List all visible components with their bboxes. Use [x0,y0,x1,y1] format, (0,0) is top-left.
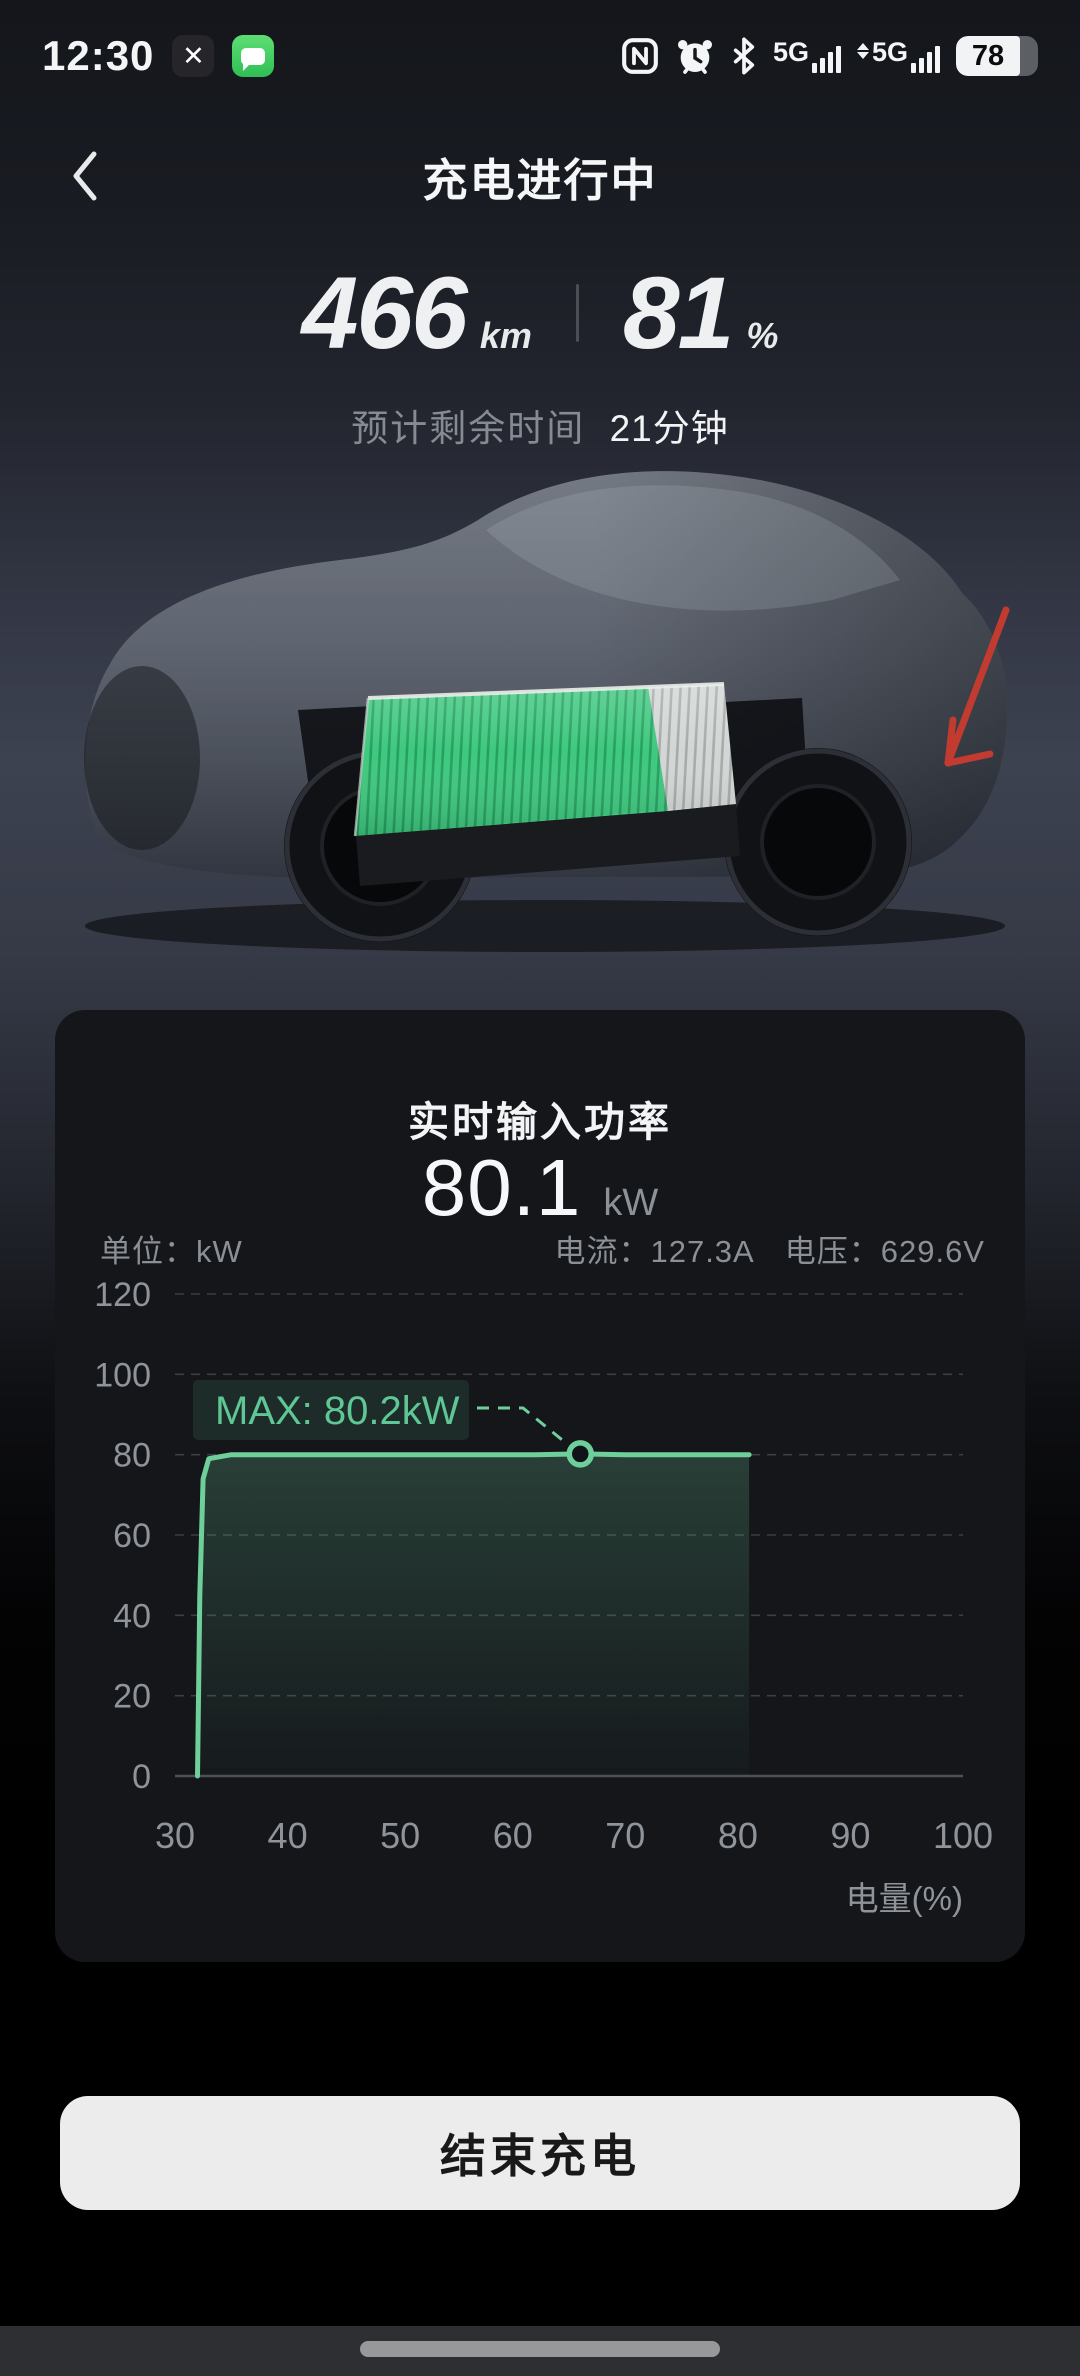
battery-housing [356,804,740,886]
x-tick-label: 100 [933,1815,993,1856]
power-chart[interactable]: 0 20 40 60 80 100 120 30 40 50 60 70 80 90 100 电量(%) MAX… [85,1272,995,1932]
status-bar-left: 12:30 ✕ [42,32,275,80]
home-indicator[interactable] [360,2341,720,2357]
signal-bars-icon [811,39,841,73]
y-tick-label: 40 [113,1597,151,1635]
network-type-label: 5G [871,37,908,67]
x-tick-label: 70 [605,1815,645,1856]
chat-bubble-icon [241,47,266,71]
power-card-title: 实时输入功率 [408,1099,672,1145]
y-tick-label: 0 [132,1758,151,1796]
power-line [195,1451,752,1779]
signal-bars-icon [911,39,940,73]
range-value: 466 [301,256,468,370]
signal-5g-icon: 5G [773,39,841,73]
x-tick-label: 60 [493,1815,533,1856]
power-value-row: 80.1 kW [55,1142,1025,1234]
stop-charging-button[interactable]: 结束充电 [60,2096,1020,2210]
car-battery-graphic [84,471,1010,952]
bluetooth-icon [733,37,755,75]
y-tick-label: 80 [113,1437,151,1475]
power-meta-row: 单位：kW 电流：127.3A 电压：629.6V [100,1226,985,1271]
signal-5g-updown-icon: 5G [856,37,940,73]
taillight-arrow [944,606,1010,767]
battery-icon: 78 [956,36,1038,76]
voltage-label: 电压：629.6V [784,1234,985,1269]
area-fill [197,1453,750,1776]
vehicle-illustration [0,458,1080,958]
battery-percent: 78 [956,36,1020,76]
alarm-icon [677,40,712,74]
annotation-connector [477,1406,570,1447]
max-annotation-box [193,1380,469,1440]
x-tick-label: 50 [380,1815,420,1856]
current-label: 电流：127.3A [554,1234,755,1269]
power-unit: kW [603,1182,659,1224]
soc-unit: % [746,315,779,356]
data-transfer-arrows-icon [856,39,869,59]
divider [575,284,579,342]
messages-app-icon [232,35,275,77]
back-button[interactable] [52,144,116,208]
network-type-label: 5G [772,37,809,67]
system-nav-bar [0,2326,1080,2376]
power-card: 实时输入功率 80.1 kW 单位：kW 电流：127.3A 电压：629.6V… [55,1010,1025,1962]
max-point-marker [566,1440,595,1468]
chevron-left-icon [73,151,97,201]
x-tick-label: 30 [155,1815,195,1856]
charge-summary: 466 km 81 % 预计剩余时间 21分钟 [0,262,1080,452]
unit-label: 单位：kW [100,1234,243,1269]
range-soc-row: 466 km 81 % [0,262,1080,364]
clock-time: 12:30 [42,32,155,79]
y-tick-label: 100 [94,1356,151,1394]
x-tick-label: 90 [830,1815,870,1856]
soc-value: 81 [622,256,734,370]
car-glass [486,485,900,611]
y-tick-label: 120 [94,1276,151,1314]
status-bar: 12:30 ✕ 5G 5G [42,20,1038,92]
power-value: 80.1 [421,1143,582,1232]
nav-bar: 充电进行中 [0,138,1080,214]
status-bar-right: 5G 5G 78 [621,36,1038,76]
rear-wheel [724,748,912,936]
x-app-icon: ✕ [172,35,215,77]
eta-row: 预计剩余时间 21分钟 [0,398,1080,452]
eta-label: 预计剩余时间 [351,408,586,449]
eta-value: 21分钟 [609,408,729,449]
x-axis-title: 电量(%) [846,1880,963,1917]
max-annotation-label: MAX: 80.2kW [215,1389,460,1433]
range-unit: km [479,315,532,356]
x-tick-label: 80 [718,1815,758,1856]
battery-pack [353,682,740,886]
y-tick-label: 20 [113,1678,151,1716]
power-chart-svg[interactable]: 0 20 40 60 80 100 120 30 40 50 60 70 80 90 100 电量(%) MAX… [85,1272,995,1932]
y-tick-label: 60 [113,1517,151,1555]
nfc-icon [622,38,658,74]
x-tick-label: 40 [268,1815,308,1856]
page-title: 充电进行中 [422,154,658,206]
